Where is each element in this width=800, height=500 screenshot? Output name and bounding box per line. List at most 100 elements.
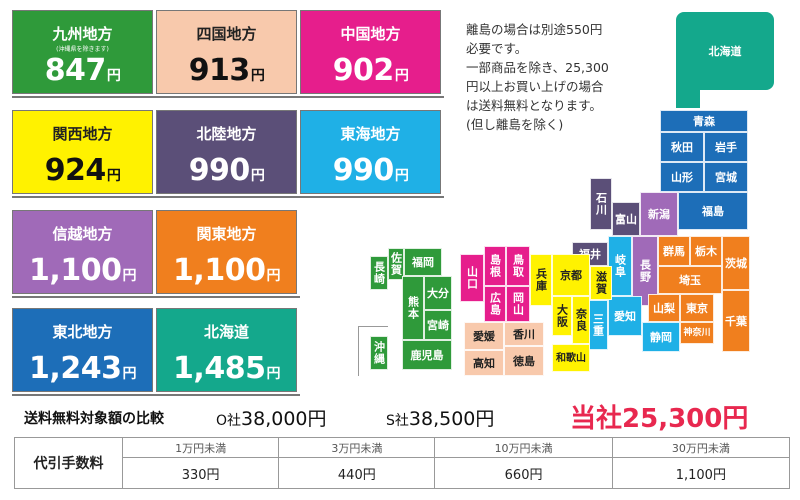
region-price-value: 847 [44,53,107,88]
pref-label: 岡山 [511,292,525,316]
note-line: (但し離島を除く) [466,117,564,132]
pref-okayama: 岡山 [506,286,530,322]
region-name: 関東地方 [196,225,257,243]
pref-wakayama: 和歌山 [552,344,590,372]
region-tile: 九州地方 (沖縄県を除きます) 847円 [12,10,153,94]
pref-nara: 奈良 [572,296,590,344]
pref-toyama: 富山 [612,202,640,236]
pref-label: 徳島 [513,354,535,368]
fee-header: 30万円未満 [611,437,791,458]
pref-kyoto: 京都 [552,254,590,296]
pref-nagasaki: 長崎 [370,256,388,290]
pref-label: 奈良 [574,308,588,332]
pref-label: 大阪 [555,304,569,328]
region-tile: 東海地方 990円 [300,110,441,194]
region-price-unit: 円 [122,268,136,284]
region-name: 北陸地方 [196,125,257,143]
pref-label: 香川 [513,327,535,341]
region-price-unit: 円 [394,68,409,84]
our-company-amount: 25,300円 [622,404,749,434]
pref-label: 三重 [591,313,605,337]
competitor-s-name: S社 [386,413,409,429]
region-tile: 東北地方 1,243円 [12,308,153,392]
pref-label: 秋田 [671,140,693,154]
japan-region-map: 北海道 青森 秋田 岩手 山形 宮城 福島 石川 富山 新潟 福井 長野 群馬 … [340,10,800,380]
pref-aichi: 愛知 [608,296,642,336]
pref-fukushima: 福島 [678,192,748,230]
pref-mie: 三重 [588,300,608,350]
pref-niigata: 新潟 [640,192,678,236]
region-price-value: 924 [44,153,107,188]
region-name: 関西地方 [52,125,113,143]
region-name: 東北地方 [52,323,113,341]
region-price: 1,243円 [13,352,152,391]
competitor-s-amount: 38,500円 [408,408,495,430]
region-price-value: 1,100 [173,253,266,288]
pref-akita: 秋田 [660,132,704,162]
region-price-unit: 円 [106,68,121,84]
region-name: 東海地方 [340,125,401,143]
note-line: 必要です。 [466,41,528,56]
pref-ibaraki: 茨城 [722,236,750,290]
pref-kagawa: 香川 [504,322,544,346]
note-line: は送料無料となります。 [466,98,602,113]
pref-osaka: 大阪 [552,296,572,336]
region-price-unit: 円 [122,366,136,382]
pref-label: 鳥取 [511,254,525,278]
pref-label: 愛知 [614,309,636,323]
pref-label: 茨城 [725,256,747,270]
pref-label: 青森 [693,114,715,128]
pref-label: 大分 [427,286,449,300]
pref-miyazaki: 宮崎 [424,310,452,340]
region-price-value: 1,100 [29,253,122,288]
hokkaido-tail [676,70,700,108]
fee-value: 1,100円 [611,457,791,489]
pref-label: 岐阜 [613,254,627,278]
pref-label: 京都 [560,268,582,282]
shipping-note: 離島の場合は別途550円 必要です。 一部商品を除き、25,300 円以上お買い… [466,20,656,134]
region-price-value: 1,485 [173,351,266,386]
pref-label: 石川 [594,192,608,216]
pref-gunma: 群馬 [658,236,690,266]
pref-label: 島根 [488,254,502,278]
pref-saitama: 埼玉 [658,266,722,294]
pref-shizuoka: 静岡 [642,322,680,352]
pref-tokushima: 徳島 [504,346,544,376]
pref-saga: 佐賀 [388,248,404,280]
pref-iwate: 岩手 [704,132,748,162]
free-shipping-comparison: 送料無料対象額の比較 O社38,000円 S社38,500円 当社25,300円 [12,398,792,434]
note-line: 一部商品を除き、25,300 [466,60,609,75]
region-tile: 信越地方 1,100円 [12,210,153,294]
region-name: 信越地方 [52,225,113,243]
pref-ishikawa: 石川 [590,178,612,230]
fee-header: 1万円未満 [121,437,280,458]
region-price: 990円 [157,154,296,193]
fee-value: 660円 [434,457,613,489]
region-tile: 関西地方 924円 [12,110,153,194]
pref-label: 静岡 [650,330,672,344]
pref-label: 福島 [702,204,724,218]
pref-label: 新潟 [648,207,670,221]
pref-shiga: 滋賀 [590,266,612,300]
competitor-o-name: O社 [216,413,242,429]
pref-label: 宮崎 [427,318,449,332]
row-divider [12,296,300,298]
region-price-unit: 円 [266,366,280,382]
region-price-unit: 円 [250,68,265,84]
pref-fukuoka: 福岡 [404,248,442,276]
row-divider [12,96,444,98]
region-price-value: 902 [332,53,395,88]
pref-label: 山口 [465,266,479,290]
pref-chiba: 千葉 [722,290,750,352]
pref-label: 佐賀 [389,252,403,276]
region-tile: 関東地方 1,100円 [156,210,297,294]
fee-value: 330円 [121,457,280,489]
region-price: 913円 [157,54,296,93]
pref-label: 兵庫 [534,268,548,292]
pref-yamagata: 山形 [660,162,704,192]
region-price-value: 1,243 [29,351,122,386]
pref-tochigi: 栃木 [690,236,722,266]
our-company: 当社25,300円 [570,398,748,435]
pref-label: 鹿児島 [410,348,444,362]
pref-label: 長崎 [372,261,386,285]
